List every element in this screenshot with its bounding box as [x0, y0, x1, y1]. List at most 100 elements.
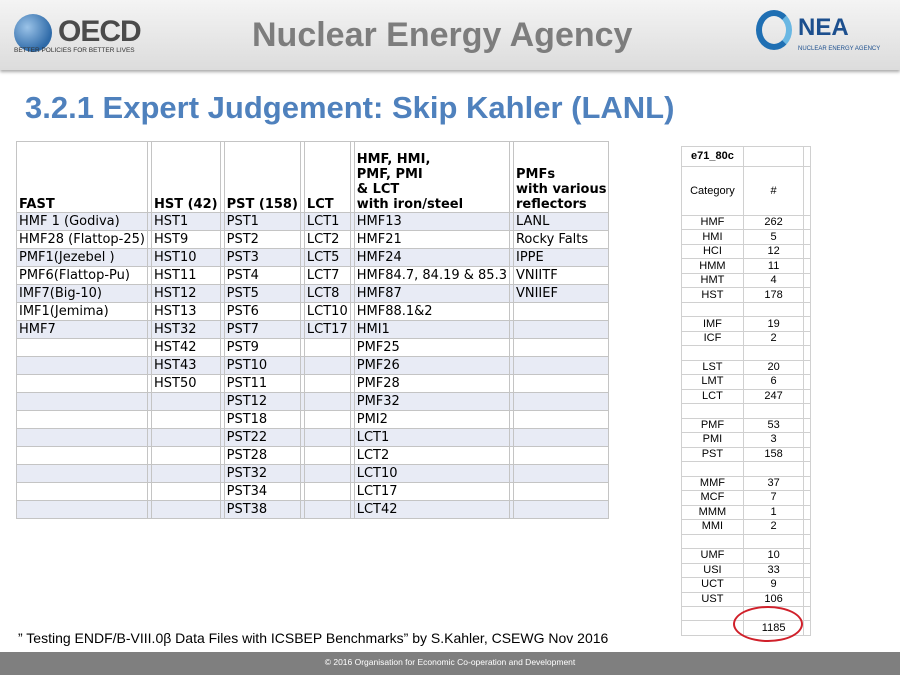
table-cell: [16, 374, 148, 393]
side-table-cell: HMF: [681, 214, 744, 231]
table-cell: HST12: [150, 284, 221, 303]
side-table-cell: 2: [742, 519, 805, 535]
side-table-row: [681, 301, 811, 318]
side-table-row: USI 33: [681, 562, 811, 579]
column-header: LCT: [303, 141, 351, 213]
table-cell: [16, 500, 148, 519]
side-table-cell: 1: [742, 504, 805, 521]
side-table-cell: [803, 533, 811, 550]
table-row: PST28 LCT2: [16, 446, 610, 465]
table-cell: HST13: [150, 302, 221, 321]
table-cell: [16, 464, 148, 483]
side-table-cell: [803, 316, 811, 332]
table-cell: HMF 1 (Godiva): [16, 212, 148, 231]
table-cell: HST50: [150, 374, 221, 393]
table-row: PST32 LCT10: [16, 464, 610, 483]
side-table-cell: UMF: [681, 548, 744, 564]
table-cell: PMI2: [353, 410, 510, 429]
side-table-cell: 53: [742, 417, 805, 434]
side-table-cell: 178: [742, 287, 805, 303]
side-table-cell: [803, 345, 811, 361]
side-table-cell: MMM: [681, 504, 744, 521]
nea-swirl-icon: [756, 10, 792, 50]
globe-icon: [14, 14, 52, 52]
table-cell: PMF32: [353, 392, 510, 411]
table-cell: PST12: [223, 392, 301, 411]
table-cell: HST9: [150, 230, 221, 249]
side-table-cell: 4: [742, 272, 805, 289]
side-table-cell: [803, 403, 811, 419]
table-cell: LANL: [512, 212, 610, 231]
side-table-cell: 9: [742, 577, 805, 593]
table-cell: [512, 320, 610, 339]
side-table-cell: [803, 388, 811, 405]
oecd-tagline: BETTER POLICIES FOR BETTER LIVES: [14, 47, 135, 54]
side-table-cell: 19: [742, 316, 805, 332]
side-table-row: HST 178: [681, 287, 811, 303]
table-cell: LCT17: [353, 482, 510, 501]
table-cell: [16, 410, 148, 429]
side-table-cell: LMT: [681, 374, 744, 390]
table-cell: HMF21: [353, 230, 510, 249]
side-table-cell: IMF: [681, 316, 744, 332]
side-table-cell: [681, 301, 744, 318]
side-table-cell: [803, 475, 811, 492]
table-cell: LCT1: [303, 212, 351, 231]
side-table-cell: [803, 145, 811, 168]
table-cell: HMF28 (Flattop-25): [16, 230, 148, 249]
side-table-row: [681, 533, 811, 550]
table-row: PST12 PMF32: [16, 392, 610, 411]
table-cell: PMF26: [353, 356, 510, 375]
table-cell: [512, 464, 610, 483]
column-gap: [508, 500, 514, 519]
side-table-cell: [742, 533, 805, 550]
side-table-row: HMI 5: [681, 229, 811, 245]
table-cell: HST32: [150, 320, 221, 339]
table-cell: [512, 356, 610, 375]
side-table-cell: [803, 504, 811, 521]
side-table-cell: 12: [742, 243, 805, 260]
side-table-cell: MMI: [681, 519, 744, 535]
side-table-cell: HMI: [681, 229, 744, 245]
side-table-cell: [803, 272, 811, 289]
table-cell: PST7: [223, 320, 301, 339]
table-cell: HMF88.1&2: [353, 302, 510, 321]
side-table-row: UST 106: [681, 591, 811, 608]
table-cell: PST4: [223, 266, 301, 285]
side-table-cell: e71_80c: [681, 145, 744, 168]
table-header-row: FAST HST (42) PST (158) LCT HMF, HMI, PMF, PM…: [16, 141, 610, 213]
table-cell: [150, 392, 221, 411]
table-cell: [150, 482, 221, 501]
side-table-cell: [803, 562, 811, 579]
side-table-cell: [803, 243, 811, 260]
table-cell: HMF24: [353, 248, 510, 267]
oecd-wordmark: OECD: [58, 15, 142, 48]
table-row: HST43 PST10 PMF26: [16, 356, 610, 375]
side-table-cell: 3: [742, 432, 805, 448]
table-cell: LCT42: [353, 500, 510, 519]
side-table-cell: PMI: [681, 432, 744, 448]
nea-subtitle: NUCLEAR ENERGY AGENCY: [798, 46, 881, 52]
table-cell: Rocky Falts: [512, 230, 610, 249]
side-table-cell: [742, 403, 805, 419]
table-cell: IMF1(Jemima): [16, 302, 148, 321]
side-table-cell: [803, 490, 811, 506]
table-cell: [303, 464, 351, 483]
side-table-cell: MCF: [681, 490, 744, 506]
table-cell: [512, 338, 610, 357]
side-table-cell: 247: [742, 388, 805, 405]
table-cell: HST42: [150, 338, 221, 357]
table-cell: [303, 446, 351, 465]
benchmark-table: FAST HST (42) PST (158) LCT HMF, HMI, PMF, PM…: [16, 141, 610, 519]
table-cell: [303, 410, 351, 429]
table-cell: HMI1: [353, 320, 510, 339]
side-table-cell: 262: [742, 214, 805, 231]
table-row: HMF 1 (Godiva) HST1 PST1 LCT1 HMF13 LANL: [16, 212, 610, 231]
side-table-row: PMF 53: [681, 417, 811, 434]
table-cell: PMF25: [353, 338, 510, 357]
table-cell: [303, 500, 351, 519]
side-table-row: MMM 1: [681, 504, 811, 521]
side-table-cell: 2: [742, 330, 805, 347]
side-table-row: Category #: [681, 166, 811, 216]
side-table-row: HMF 262: [681, 214, 811, 231]
